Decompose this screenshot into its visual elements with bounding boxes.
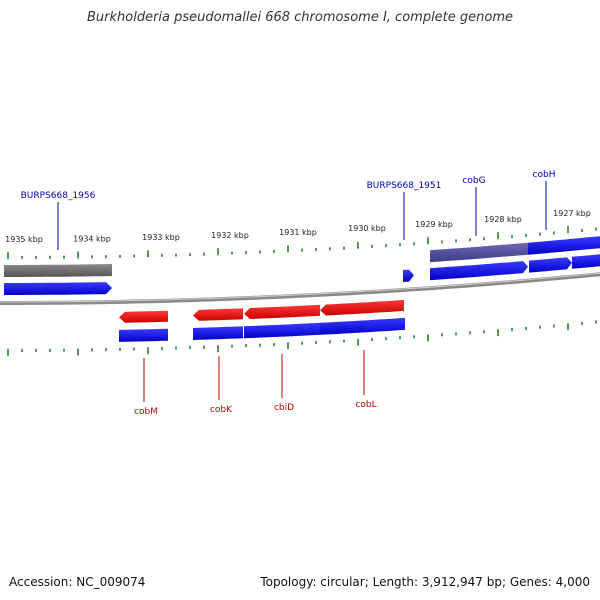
chromosome-backbone — [0, 272, 600, 305]
tick-labels: 1935 kbp 1934 kbp 1933 kbp 1932 kbp 1931 kbp… — [5, 209, 591, 244]
tick-label: 1935 kbp — [5, 235, 43, 244]
accession-label: Accession: — [9, 575, 73, 589]
tick-label: 1933 kbp — [142, 233, 180, 242]
topology-label: Topology: — [260, 575, 317, 589]
gene-cbiD — [244, 304, 320, 319]
tick-track-upper — [7, 226, 597, 259]
gene-label-cobH: cobH — [533, 170, 556, 180]
genome-title: Burkholderia pseudomallei 668 chromosome… — [86, 10, 514, 25]
gene-cobL — [320, 299, 404, 316]
gene-features — [0, 236, 600, 342]
tick-label: 1934 kbp — [73, 234, 111, 243]
length-value: 3,912,947 bp — [421, 575, 502, 589]
gene-label-cobM: cobM — [134, 407, 158, 417]
gene-labels: BURPS668_1956 BURPS668_1951 cobG cobH cobM co… — [21, 170, 556, 417]
genes-label: Genes: — [509, 575, 552, 589]
genes-value: 4,000 — [555, 575, 590, 589]
gene-cobH — [529, 257, 572, 273]
length-label: Length: — [372, 575, 419, 589]
tick-label: 1929 kbp — [415, 220, 453, 229]
label-leaders — [57, 181, 547, 402]
tick-label: 1927 kbp — [553, 209, 591, 218]
topology-value: circular — [320, 575, 365, 589]
cobL-band — [320, 317, 405, 335]
gene-label-cobK: cobK — [210, 405, 233, 415]
gene-BURPS668_1951 — [403, 269, 414, 282]
gene-cobM — [119, 310, 168, 323]
gene-BURPS668_1956 — [4, 282, 112, 295]
gene-cobG — [430, 261, 528, 281]
gene-label-cobL: cobL — [355, 400, 376, 410]
tick-track-lower — [7, 320, 597, 356]
cobK-band — [193, 326, 243, 340]
overlap-block — [430, 242, 528, 263]
gene-cobK — [193, 308, 243, 321]
genome-stats: Topology: circular; Length: 3,912,947 bp… — [260, 575, 590, 589]
tick-label: 1931 kbp — [279, 228, 317, 237]
accession-value: NC_009074 — [76, 575, 146, 589]
gene-label-cbiD: cbiD — [274, 403, 294, 413]
cbiD-band — [244, 322, 320, 339]
accession-info: Accession: NC_009074 — [9, 575, 145, 589]
tick-label: 1932 kbp — [211, 231, 249, 240]
gene-label-BURPS668_1956: BURPS668_1956 — [21, 191, 96, 201]
tick-label: 1930 kbp — [348, 224, 386, 233]
gene-label-BURPS668_1951: BURPS668_1951 — [367, 181, 442, 191]
tick-label: 1928 kbp — [484, 215, 522, 224]
cobM-band — [119, 328, 168, 342]
gene-downstream — [572, 254, 600, 269]
pseudogene-block — [4, 264, 112, 277]
cobH-band — [528, 236, 600, 255]
backbone-highlight — [0, 272, 600, 303]
gene-label-cobG: cobG — [462, 176, 485, 186]
